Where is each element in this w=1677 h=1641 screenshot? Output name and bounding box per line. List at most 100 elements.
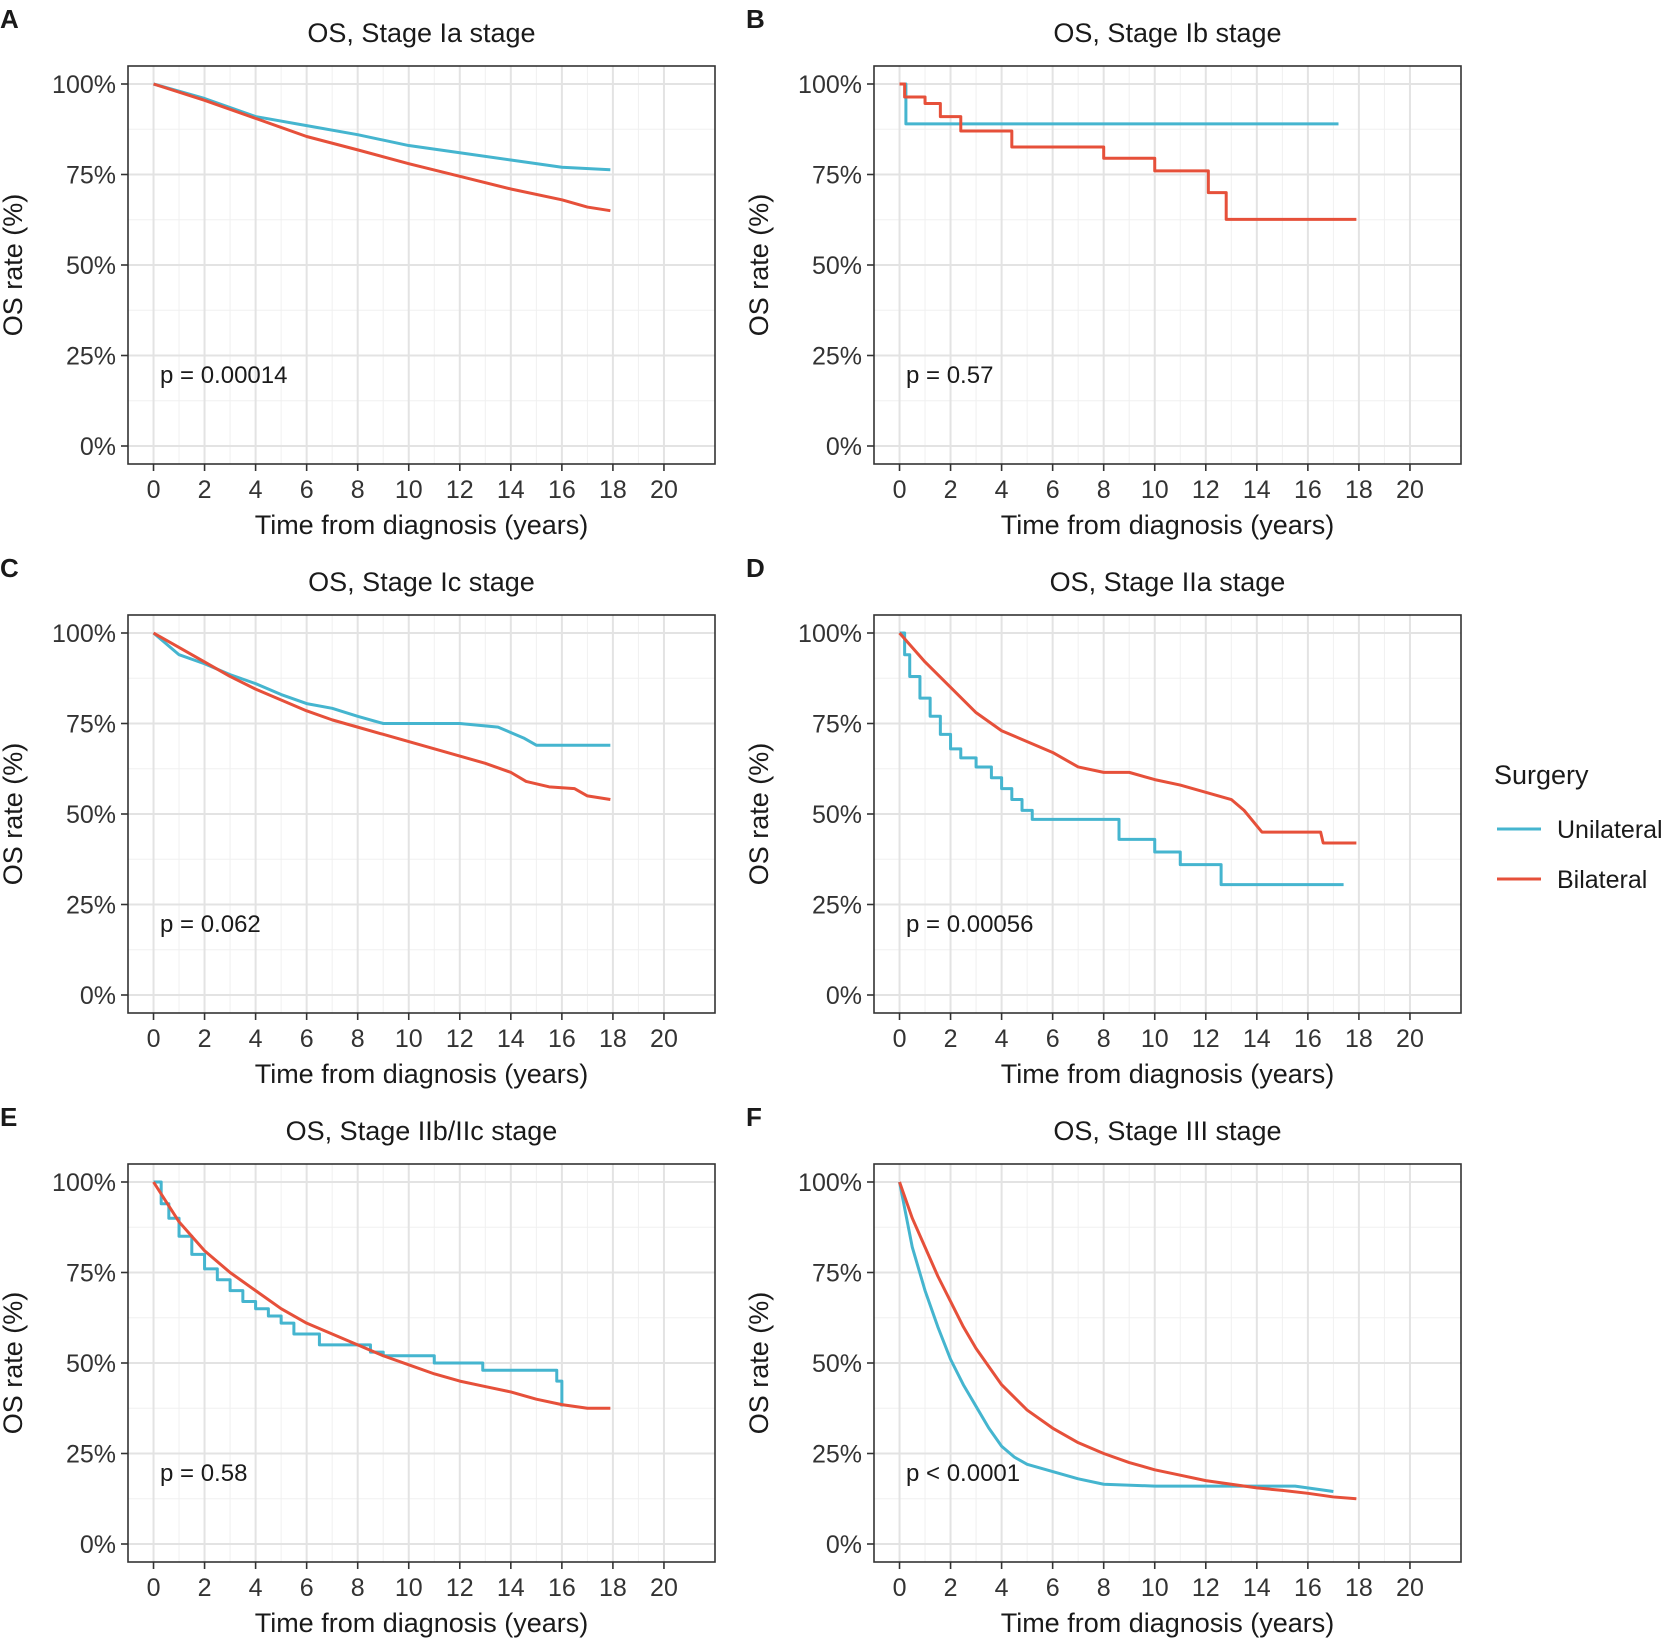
y-tick-label: 100%	[798, 620, 862, 648]
y-tick-label: 75%	[66, 162, 116, 190]
x-tick-label: 18	[1345, 1025, 1373, 1053]
p-value-annotation: p = 0.062	[160, 911, 261, 938]
y-tick-label: 75%	[66, 711, 116, 739]
y-axis-title: OS rate (%)	[0, 194, 28, 337]
chart-panels: 0 2 4 6 8 10 12 14 16 18 200%25%50%75%100%OS, Stag…	[0, 4, 1462, 1638]
x-tick-label: 2	[198, 1574, 212, 1602]
y-tick-label: 25%	[66, 892, 116, 920]
x-tick-label: 12	[1192, 1025, 1220, 1053]
y-axis-title: OS rate (%)	[744, 194, 774, 337]
x-axis-title: Time from diagnosis (years)	[1001, 1608, 1335, 1638]
y-tick-label: 75%	[66, 1260, 116, 1288]
panel-c: 0 2 4 6 8 10 12 14 16 18 20 0% 25% 50% 75% 100% OS, Stag…	[0, 553, 716, 1089]
x-tick-label: 2	[944, 1025, 958, 1053]
x-tick-label: 2	[198, 476, 212, 504]
y-tick-label: 50%	[66, 252, 116, 280]
series-line-bilateral	[898, 1181, 1357, 1501]
y-tick-label: 50%	[812, 801, 862, 829]
panel-letter: D	[746, 553, 765, 583]
y-tick-label: 50%	[812, 1350, 862, 1378]
x-tick-label: 14	[1243, 1574, 1271, 1602]
series-line-unilateral	[899, 631, 1344, 887]
x-tick-label: 8	[1097, 476, 1111, 504]
p-value-annotation: p = 0.00056	[906, 911, 1033, 938]
panel-letter: A	[0, 4, 19, 34]
x-axis-title: Time from diagnosis (years)	[255, 510, 589, 540]
x-tick-label: 14	[1243, 1025, 1271, 1053]
panel-title: OS, Stage IIb/IIc stage	[286, 1116, 558, 1146]
x-tick-label: 0	[147, 476, 161, 504]
x-tick-label: 12	[446, 1574, 474, 1602]
legend: Surgery Unilateral Bilateral	[1494, 760, 1663, 894]
y-tick-label: 75%	[812, 162, 862, 190]
x-tick-label: 18	[1345, 1574, 1373, 1602]
series-line-bilateral	[153, 82, 611, 213]
x-tick-label: 14	[1243, 476, 1271, 504]
x-tick-label: 4	[995, 1025, 1009, 1053]
x-tick-label: 14	[497, 1025, 525, 1053]
x-tick-label: 12	[446, 476, 474, 504]
x-tick-label: 20	[650, 1574, 678, 1602]
x-tick-label: 6	[1046, 1574, 1060, 1602]
x-tick-label: 16	[548, 1574, 576, 1602]
x-tick-label: 18	[599, 476, 627, 504]
x-tick-label: 8	[351, 476, 365, 504]
y-tick-label: 50%	[66, 1350, 116, 1378]
panel-letter: F	[746, 1102, 762, 1132]
y-tick-label: 100%	[52, 1169, 116, 1197]
x-tick-label: 18	[599, 1025, 627, 1053]
x-tick-label: 12	[446, 1025, 474, 1053]
x-tick-label: 20	[1396, 1574, 1424, 1602]
y-tick-label: 25%	[66, 343, 116, 371]
panel-a: 0 2 4 6 8 10 12 14 16 18 20 0% 25% 50% 75% 100% OS, Stag…	[0, 4, 716, 540]
x-tick-label: 8	[1097, 1574, 1111, 1602]
panel-title: OS, Stage IIa stage	[1050, 567, 1286, 597]
y-tick-label: 0%	[80, 1531, 116, 1559]
legend-title: Surgery	[1494, 760, 1589, 790]
x-tick-label: 2	[944, 476, 958, 504]
y-tick-label: 0%	[826, 1531, 862, 1559]
x-tick-label: 2	[944, 1574, 958, 1602]
x-tick-label: 16	[1294, 476, 1322, 504]
y-tick-label: 0%	[826, 433, 862, 461]
y-axis-title: OS rate (%)	[0, 1292, 28, 1435]
panel-f: 0 2 4 6 8 10 12 14 16 18 20 0% 25% 50% 75% 100% OS, Stag…	[744, 1102, 1462, 1638]
x-tick-label: 10	[395, 476, 423, 504]
x-tick-label: 4	[249, 476, 263, 504]
series-line-bilateral	[898, 632, 1357, 845]
y-tick-label: 0%	[826, 982, 862, 1010]
y-tick-label: 25%	[66, 1441, 116, 1469]
x-tick-label: 20	[1396, 476, 1424, 504]
x-tick-label: 12	[1192, 1574, 1220, 1602]
x-tick-label: 0	[893, 476, 907, 504]
x-tick-label: 4	[249, 1025, 263, 1053]
panel-title: OS, Stage Ib stage	[1053, 18, 1281, 48]
x-tick-label: 10	[395, 1025, 423, 1053]
x-tick-label: 20	[650, 1025, 678, 1053]
x-tick-label: 10	[1141, 476, 1169, 504]
x-axis-title: Time from diagnosis (years)	[1001, 510, 1335, 540]
x-tick-label: 10	[1141, 1025, 1169, 1053]
panel-title: OS, Stage III stage	[1053, 1116, 1281, 1146]
series-line-bilateral	[152, 631, 611, 802]
x-tick-label: 4	[995, 1574, 1009, 1602]
series-line-unilateral	[153, 1180, 564, 1407]
x-tick-label: 2	[198, 1025, 212, 1053]
y-tick-label: 25%	[812, 343, 862, 371]
y-tick-label: 75%	[812, 1260, 862, 1288]
x-tick-label: 0	[147, 1025, 161, 1053]
x-tick-label: 6	[300, 1574, 314, 1602]
p-value-annotation: p < 0.0001	[906, 1460, 1020, 1487]
x-tick-label: 4	[249, 1574, 263, 1602]
panel-b: 0 2 4 6 8 10 12 14 16 18 20 0% 25% 50% 75% 100% OS, Stag…	[744, 4, 1462, 540]
x-tick-label: 8	[1097, 1025, 1111, 1053]
p-value-annotation: p = 0.57	[906, 362, 993, 389]
x-tick-label: 14	[497, 1574, 525, 1602]
x-axis-title: Time from diagnosis (years)	[255, 1608, 589, 1638]
y-axis-title: OS rate (%)	[744, 743, 774, 886]
x-tick-label: 12	[1192, 476, 1220, 504]
x-tick-label: 0	[147, 1574, 161, 1602]
x-tick-label: 4	[995, 476, 1009, 504]
panel-e: 0 2 4 6 8 10 12 14 16 18 20 0% 25% 50% 75% 100% OS, Stag…	[0, 1102, 716, 1638]
